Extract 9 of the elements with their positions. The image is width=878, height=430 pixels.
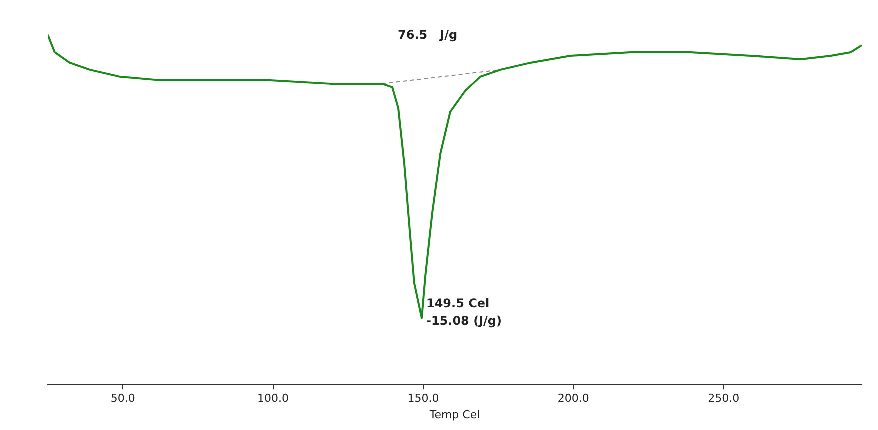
annotation: 76.5 J/g	[398, 28, 458, 42]
annotation: 149.5 Cel	[426, 296, 490, 310]
annotation: -15.08 (J/g)	[426, 314, 502, 328]
x-tick-label: 100.0	[258, 392, 290, 406]
x-tick-label: 200.0	[558, 392, 590, 406]
x-tick-label: 250.0	[708, 392, 740, 406]
x-tick-label: 150.0	[408, 392, 440, 406]
x-axis-title: Temp Cel	[428, 408, 480, 422]
x-tick-label: 50.0	[110, 392, 136, 406]
